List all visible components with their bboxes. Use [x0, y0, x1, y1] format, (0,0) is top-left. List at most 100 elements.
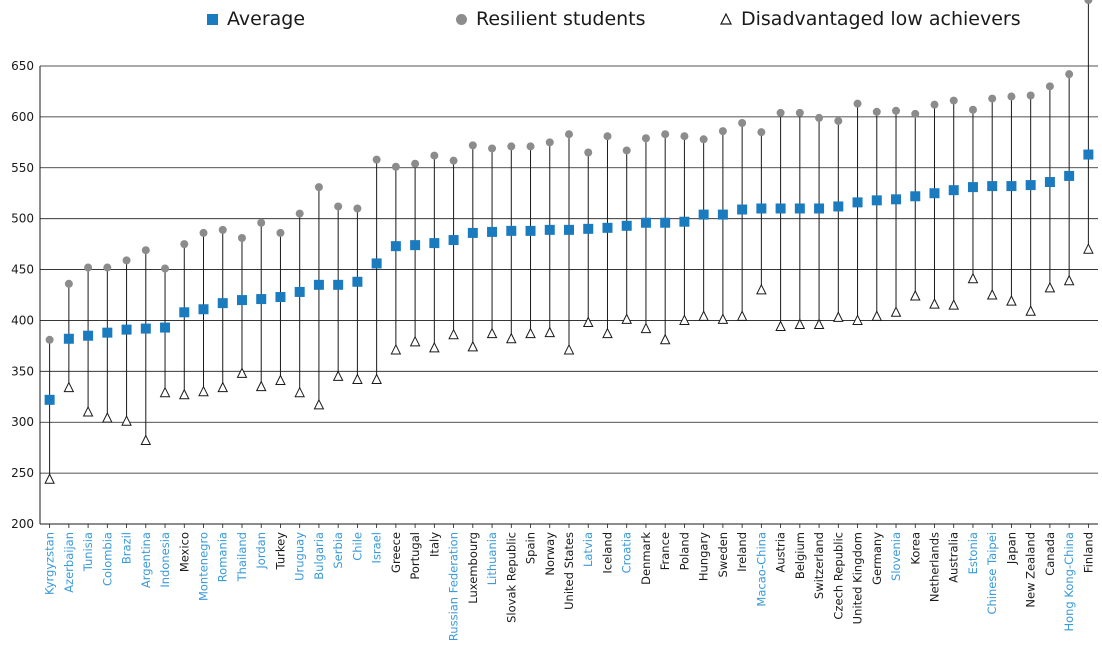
average-point — [506, 225, 517, 236]
average-point — [1006, 181, 1017, 192]
triangle-marker-icon — [720, 13, 732, 25]
disadvantaged-point — [505, 332, 517, 344]
x-tick-label: Turkey — [273, 532, 287, 571]
resilient-point — [468, 141, 477, 150]
average-point — [102, 327, 113, 338]
resilient-point — [930, 100, 939, 109]
disadvantaged-point — [794, 318, 806, 330]
average-point — [256, 294, 267, 305]
x-tick-label: Kyrgyzstan — [43, 532, 57, 595]
y-tick-label: 350 — [11, 364, 34, 378]
x-tick-label: Indonesia — [158, 532, 172, 588]
disadvantaged-point — [525, 327, 536, 339]
resilient-point — [1007, 92, 1016, 101]
average-point — [1044, 177, 1055, 188]
resilient-point — [565, 130, 573, 139]
resilient-point — [180, 240, 189, 249]
disadvantaged-point — [621, 313, 633, 324]
average-point — [371, 258, 382, 269]
disadvantaged-point — [44, 473, 55, 484]
average-point — [275, 292, 286, 303]
resilient-point — [372, 155, 381, 164]
x-tick-label: Switzerland — [812, 532, 826, 599]
resilient-point — [622, 146, 631, 155]
resilient-point — [892, 106, 901, 115]
disadvantaged-point — [967, 272, 979, 284]
disadvantaged-point — [756, 283, 767, 295]
average-point — [44, 394, 55, 405]
resilient-point — [353, 204, 362, 213]
resilient-point — [411, 159, 420, 168]
resilient-point — [1045, 82, 1054, 91]
resilient-point — [257, 218, 266, 227]
average-point — [294, 286, 305, 297]
disadvantaged-point — [929, 298, 940, 309]
disadvantaged-point — [429, 341, 440, 353]
disadvantaged-point — [140, 434, 152, 446]
x-tick-label: Chile — [350, 532, 364, 561]
resilient-point — [103, 263, 112, 272]
resilient-point — [276, 228, 285, 237]
average-point — [871, 195, 882, 206]
resilient-point — [391, 162, 400, 171]
y-tick-label: 550 — [11, 161, 34, 175]
average-point — [140, 323, 151, 334]
resilient-point — [834, 116, 843, 125]
disadvantaged-point — [640, 322, 652, 334]
resilient-point — [45, 335, 54, 344]
resilient-point — [237, 234, 246, 243]
resilient-point — [449, 156, 458, 165]
average-point — [794, 203, 805, 214]
average-point — [63, 333, 74, 344]
average-point — [756, 203, 767, 214]
legend-label-resilient: Resilient students — [476, 8, 646, 30]
average-point — [410, 240, 421, 251]
disadvantaged-point — [294, 386, 305, 398]
disadvantaged-point — [1025, 305, 1036, 316]
x-tick-label: Argentina — [139, 532, 153, 588]
x-tick-label: Israel — [370, 532, 384, 563]
average-point — [160, 322, 171, 333]
average-point — [313, 279, 324, 290]
disadvantaged-point — [679, 314, 690, 325]
disadvantaged-point — [82, 405, 94, 417]
resilient-point — [718, 127, 727, 136]
x-tick-label: Ireland — [735, 532, 749, 572]
average-point — [737, 204, 748, 215]
disadvantaged-point — [659, 333, 671, 345]
disadvantaged-point — [255, 380, 267, 392]
x-tick-label: United Kingdom — [851, 532, 865, 624]
legend-item-average: Average — [207, 8, 305, 30]
x-tick-label: Japan — [1004, 532, 1018, 565]
disadvantaged-point — [602, 327, 613, 339]
x-tick-label: Czech Republic — [831, 532, 845, 620]
x-tick-label: Hong Kong-China — [1062, 532, 1076, 632]
average-point — [698, 209, 709, 220]
x-tick-label: Bulgaria — [312, 532, 326, 580]
disadvantaged-point — [1044, 281, 1056, 293]
resilient-point — [545, 138, 554, 147]
x-tick-label: Netherlands — [927, 532, 941, 602]
disadvantaged-point — [1006, 294, 1017, 306]
resilient-point — [334, 202, 343, 211]
disadvantaged-point — [275, 374, 286, 385]
average-point — [621, 220, 632, 231]
legend: Average Resilient students Disadvantaged… — [0, 8, 1102, 38]
average-point — [948, 185, 959, 196]
resilient-point — [122, 256, 131, 265]
average-point — [217, 298, 228, 309]
resilient-point — [795, 108, 804, 117]
y-tick-label: 300 — [11, 415, 34, 429]
x-tick-label: Chinese Taipei — [985, 532, 999, 615]
resilient-point — [988, 94, 997, 103]
disadvantaged-point — [1083, 243, 1094, 254]
disadvantaged-point — [909, 289, 921, 301]
y-tick-label: 600 — [11, 110, 34, 124]
x-tick-label: Poland — [677, 532, 691, 570]
average-point — [967, 182, 978, 193]
y-tick-label: 650 — [11, 59, 34, 73]
resilient-point — [738, 118, 747, 127]
x-tick-label: Greece — [389, 532, 403, 573]
x-tick-label: Finland — [1081, 532, 1095, 573]
resilient-point — [949, 96, 958, 105]
